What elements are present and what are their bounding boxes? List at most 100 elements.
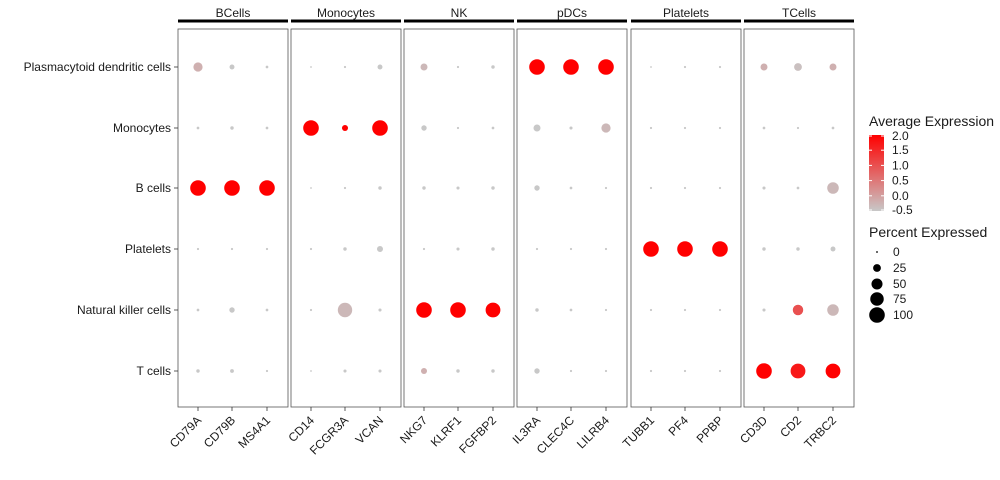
dot-2-2-2 xyxy=(491,186,495,190)
dot-1-2-2 xyxy=(491,126,495,130)
size-legend-label: 100 xyxy=(893,308,913,322)
dot-2-0-1 xyxy=(224,180,240,196)
size-legend-dot xyxy=(869,307,885,323)
y-axis-labels: Plasmacytoid dendritic cells Monocytes B c… xyxy=(24,60,178,378)
dot-2-3-2 xyxy=(604,186,608,190)
size-legend-dot xyxy=(876,251,878,253)
color-legend-label: 1.5 xyxy=(892,143,909,157)
dot-5-2-2 xyxy=(491,369,495,373)
dot-0-3-0 xyxy=(529,59,545,75)
dot-5-2-0 xyxy=(420,367,428,375)
dot-5-1-0 xyxy=(310,370,312,372)
dot-5-0-2 xyxy=(265,369,269,373)
color-legend: Average Expression 2.01.51.0 0.50.0-0.5 xyxy=(869,113,994,217)
strip-label: pDCs xyxy=(557,6,587,20)
panel-frame xyxy=(743,28,855,408)
dot-3-3-2 xyxy=(604,247,608,251)
dot-3-3-1 xyxy=(569,247,573,251)
dot-2-4-0 xyxy=(649,186,653,190)
dot-2-1-1 xyxy=(343,186,347,190)
dot-0-4-2 xyxy=(718,65,722,69)
size-legend-label: 75 xyxy=(893,292,907,306)
x-tick-label: PPBP xyxy=(694,413,727,446)
dot-2-2-1 xyxy=(456,186,460,190)
dot-5-5-1 xyxy=(790,363,806,379)
dot-3-0-1 xyxy=(230,247,234,251)
color-legend-label: 1.0 xyxy=(892,158,909,172)
size-legend-title: Percent Expressed xyxy=(869,224,987,240)
dot-3-2-0 xyxy=(422,247,426,251)
dot-0-4-0 xyxy=(650,66,652,68)
dot-2-0-0 xyxy=(190,180,206,196)
x-tick-label: TUBB1 xyxy=(620,413,657,450)
dot-4-0-2 xyxy=(265,308,269,312)
dot-1-0-2 xyxy=(265,126,269,130)
dot-4-2-0 xyxy=(416,302,432,318)
dot-1-4-1 xyxy=(683,126,687,130)
dot-5-1-2 xyxy=(378,369,382,373)
dot-4-1-1 xyxy=(337,302,353,318)
x-tick-label: MS4A1 xyxy=(235,413,273,451)
y-tick-label: T cells xyxy=(137,364,171,378)
color-legend-label: -0.5 xyxy=(892,203,913,217)
dot-0-1-1 xyxy=(343,65,347,69)
strip-label: Platelets xyxy=(663,6,709,20)
dot-2-2-0 xyxy=(422,186,426,190)
x-tick-label: CD79B xyxy=(201,413,238,450)
color-legend-bar xyxy=(869,135,884,211)
panel-frame xyxy=(630,28,742,408)
dot-1-1-1 xyxy=(341,124,349,132)
dot-5-1-1 xyxy=(343,369,347,373)
dot-2-1-0 xyxy=(310,187,312,189)
dot-1-2-0 xyxy=(421,125,427,131)
x-tick-label: CD2 xyxy=(777,413,804,440)
y-tick-label: Platelets xyxy=(125,242,171,256)
dot-3-0-0 xyxy=(196,247,200,251)
dot-0-0-1 xyxy=(229,64,235,70)
dot-1-4-2 xyxy=(718,126,722,130)
color-legend-label: 0.0 xyxy=(892,189,909,203)
dot-4-4-0 xyxy=(649,308,653,312)
dot-0-3-2 xyxy=(598,59,614,75)
panel-frame xyxy=(516,28,628,408)
dot-4-1-2 xyxy=(378,308,382,312)
dot-3-1-0 xyxy=(309,247,313,251)
dot-3-4-1 xyxy=(677,241,693,257)
x-tick-label: VCAN xyxy=(353,413,386,446)
dot-1-5-2 xyxy=(831,126,835,130)
dot-4-2-2 xyxy=(485,302,501,318)
x-tick-label: LILRB4 xyxy=(574,413,612,451)
dot-1-3-1 xyxy=(569,126,573,130)
size-legend-dot xyxy=(873,264,881,272)
dot-0-2-0 xyxy=(420,63,428,71)
dot-0-5-2 xyxy=(829,63,837,71)
dot-0-3-1 xyxy=(563,59,579,75)
size-legend-dot xyxy=(871,278,883,290)
dot-2-5-0 xyxy=(762,186,766,190)
dot-1-3-0 xyxy=(533,124,541,132)
dot-0-2-1 xyxy=(456,65,460,69)
x-tick-label: TRBC2 xyxy=(801,413,839,451)
dot-5-5-2 xyxy=(825,363,841,379)
panel-frame xyxy=(403,28,515,408)
dot-5-2-1 xyxy=(456,369,460,373)
y-tick-label: Monocytes xyxy=(113,121,171,135)
x-tick-label: PF4 xyxy=(666,413,692,439)
dot-0-4-1 xyxy=(683,65,687,69)
facet-panels xyxy=(177,28,855,408)
panel-frame xyxy=(177,28,289,408)
y-tick-label: Natural killer cells xyxy=(77,303,171,317)
dot-2-4-1 xyxy=(683,186,687,190)
dot-2-3-0 xyxy=(534,185,540,191)
dot-1-2-1 xyxy=(456,126,460,130)
dot-3-1-2 xyxy=(376,245,384,253)
color-legend-label: 2.0 xyxy=(892,129,909,143)
dot-4-3-1 xyxy=(569,308,573,312)
dot-1-0-0 xyxy=(196,126,200,130)
dot-5-5-0 xyxy=(756,363,772,379)
dot-2-3-1 xyxy=(569,186,573,190)
dot-4-5-0 xyxy=(762,308,766,312)
